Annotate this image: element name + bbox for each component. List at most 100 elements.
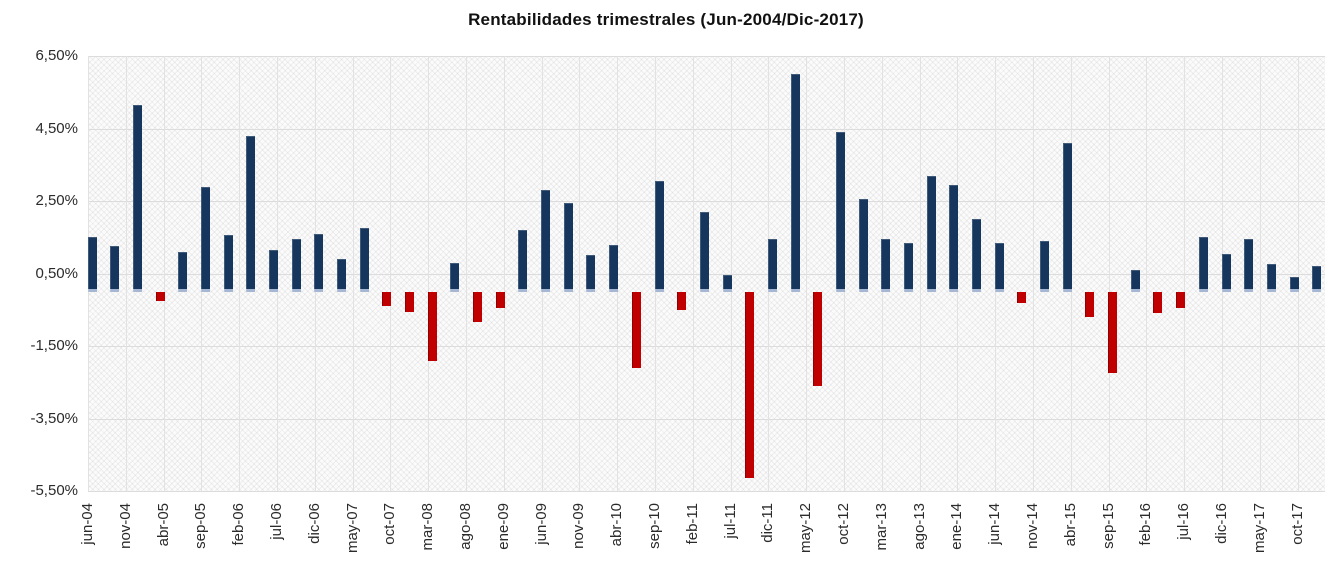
- x-tick-label: sep-05: [192, 503, 210, 549]
- bar-dic-12: [858, 199, 868, 292]
- vertical-gridline: [503, 56, 505, 491]
- vertical-gridline: [1259, 56, 1261, 491]
- bar-dic-10: [677, 291, 687, 310]
- bar-sep-05: [200, 186, 210, 292]
- bar-mar-08: [427, 291, 437, 361]
- vertical-gridline: [1146, 56, 1148, 491]
- vertical-gridline: [919, 56, 921, 491]
- bar-sep-08: [473, 291, 483, 323]
- x-tick-label: may-07: [343, 503, 361, 554]
- bar-sep-04: [110, 246, 120, 292]
- bar-sep-15: [1108, 291, 1118, 374]
- vertical-gridline: [239, 56, 241, 491]
- bar-mar-10: [609, 244, 619, 292]
- bar-dic-06: [314, 233, 324, 292]
- x-tick-label: jul-06: [268, 503, 285, 540]
- bar-dic-05: [223, 235, 233, 292]
- x-tick-label: sep-15: [1099, 503, 1117, 549]
- vertical-gridline: [1297, 56, 1299, 491]
- x-tick-label: nov-04: [116, 503, 134, 549]
- x-tick-label: jul-16: [1175, 503, 1193, 540]
- x-tick-label: feb-06: [230, 503, 248, 546]
- y-tick-label: 2,50%: [35, 192, 78, 209]
- bar-dic-11: [767, 239, 777, 292]
- vertical-gridline: [428, 56, 430, 491]
- horizontal-gridline: [88, 418, 1325, 420]
- bar-sep-13: [926, 175, 936, 292]
- bar-mar-15: [1062, 143, 1072, 292]
- bar-dic-07: [405, 291, 415, 312]
- y-tick-label: -5,50%: [30, 482, 78, 499]
- bar-jun-11: [722, 275, 732, 292]
- chart-title: Rentabilidades trimestrales (Jun-2004/Di…: [468, 10, 864, 29]
- bar-sep-14: [1017, 291, 1027, 303]
- bar-dic-09: [586, 255, 596, 292]
- vertical-gridline: [730, 56, 732, 491]
- bar-mar-17: [1244, 239, 1254, 292]
- horizontal-gridline: [88, 201, 1325, 202]
- x-tick-label: may-17: [1250, 503, 1268, 554]
- x-tick-label: dic-16: [1213, 503, 1230, 544]
- y-tick-label: 0,50%: [35, 264, 78, 282]
- bar-dic-15: [1130, 269, 1140, 292]
- bar-mar-07: [336, 259, 346, 292]
- x-tick-label: oct-07: [381, 503, 399, 545]
- horizontal-gridline: [88, 346, 1325, 347]
- x-tick-label: abr-05: [154, 503, 172, 547]
- bar-sep-12: [835, 132, 845, 292]
- bar-mar-14: [972, 219, 982, 292]
- vertical-gridline: [1108, 56, 1110, 491]
- bar-dic-14: [1040, 240, 1050, 292]
- bar-dic-04: [132, 104, 142, 292]
- bar-sep-17: [1289, 277, 1299, 292]
- vertical-gridline: [390, 56, 392, 491]
- x-tick-label: dic-11: [759, 503, 777, 543]
- x-tick-label: oct-12: [835, 503, 852, 545]
- bar-mar-06: [246, 135, 256, 292]
- bar-mar-13: [881, 239, 891, 292]
- bar-jun-14: [994, 242, 1004, 292]
- bar-jun-07: [359, 228, 369, 292]
- y-tick-label: 6,50%: [35, 47, 78, 64]
- bar-sep-06: [291, 239, 301, 292]
- x-tick-label: ene-09: [494, 503, 512, 550]
- x-tick-label: oct-17: [1288, 503, 1306, 545]
- bar-dic-08: [495, 291, 505, 308]
- bar-sep-07: [382, 291, 392, 307]
- bar-jun-12: [813, 291, 823, 386]
- x-tick-label: nov-09: [570, 503, 588, 549]
- vertical-gridline: [692, 56, 694, 491]
- bar-dic-16: [1221, 253, 1231, 292]
- x-tick-label: jun-09: [532, 503, 550, 545]
- bar-mar-12: [790, 74, 800, 292]
- bar-jun-09: [541, 190, 551, 292]
- vertical-gridline: [466, 56, 467, 491]
- bar-jun-05: [178, 251, 188, 292]
- x-tick-label: may-12: [797, 503, 815, 554]
- horizontal-gridline: [88, 128, 1325, 130]
- x-tick-label: ago-08: [457, 503, 474, 550]
- x-tick-label: jun-04: [79, 503, 96, 545]
- bar-mar-16: [1153, 291, 1163, 314]
- bar-dic-17: [1312, 266, 1322, 292]
- vertical-gridline: [1184, 56, 1186, 491]
- vertical-gridline: [163, 56, 165, 491]
- x-tick-label: jun-14: [986, 503, 1004, 545]
- bar-jun-16: [1176, 291, 1186, 308]
- x-tick-label: mar-13: [872, 503, 890, 551]
- bar-jun-06: [268, 249, 278, 292]
- vertical-gridline: [579, 56, 581, 491]
- x-tick-label: ene-14: [948, 503, 966, 550]
- bar-jun-10: [631, 291, 641, 368]
- y-tick-label: -3,50%: [30, 409, 78, 427]
- bar-sep-09: [563, 202, 573, 292]
- x-tick-label: abr-15: [1061, 503, 1079, 547]
- bar-dic-13: [949, 184, 959, 292]
- bar-sep-11: [745, 291, 755, 479]
- x-tick-label: abr-10: [608, 503, 626, 547]
- bar-jun-04: [87, 237, 97, 292]
- bar-jun-17: [1266, 264, 1276, 292]
- x-tick-label: sep-10: [646, 503, 663, 549]
- horizontal-gridline: [88, 56, 1325, 57]
